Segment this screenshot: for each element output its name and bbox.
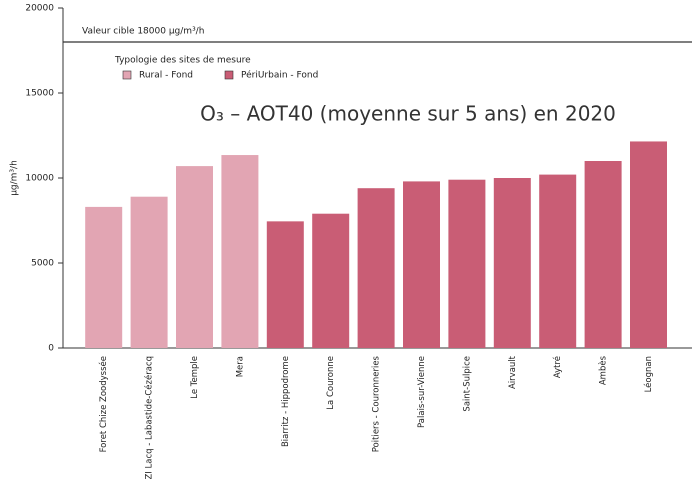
y-tick-label: 10000 — [25, 174, 54, 184]
legend-swatch — [122, 70, 132, 80]
legend-swatch — [224, 70, 234, 80]
x-tick-label: Ambès — [598, 355, 609, 385]
legend-label: PériUrbain - Fond — [241, 70, 318, 81]
x-tick-label: La Couronne — [326, 356, 336, 410]
bar — [493, 178, 531, 348]
x-tick-label: Foret Chize Zoodyssée — [98, 356, 109, 452]
x-tick-label: Léognan — [643, 356, 654, 392]
bar — [539, 174, 577, 348]
legend-title: Typologie des sites de mesure — [114, 56, 251, 66]
bar — [584, 161, 622, 348]
x-tick-label: Aytré — [552, 356, 563, 378]
bar — [85, 206, 123, 348]
bar — [403, 181, 440, 348]
y-tick-label: 0 — [48, 344, 54, 354]
bar — [448, 179, 486, 348]
y-tick-label: 20000 — [25, 4, 54, 14]
legend-label: Rural - Fond — [139, 71, 193, 81]
x-tick-label: Palais-sur-Vienne — [417, 356, 427, 428]
x-tick-label: Le Temple — [190, 356, 200, 399]
bar — [176, 166, 213, 348]
x-tick-label: Airvault — [508, 355, 518, 389]
reference-label: Valeur cible 18000 µg/m³/h — [82, 27, 204, 37]
x-tick-label: Poitiers - Couronneries — [372, 355, 382, 452]
bar — [357, 188, 395, 348]
y-tick-label: 15000 — [25, 89, 54, 99]
bar — [630, 141, 667, 348]
bar — [221, 155, 259, 348]
bar — [312, 213, 350, 348]
x-tick-label: Biarritz - Hippodrome — [281, 356, 291, 447]
chart-title: O₃ – AOT40 (moyenne sur 5 ans) en 2020 — [200, 102, 616, 126]
bar — [266, 221, 304, 348]
x-tick-label: Saint-Sulpice — [462, 356, 472, 412]
x-tick-label: Mera — [235, 356, 245, 377]
bar — [130, 196, 168, 348]
x-tick-label: ZI Lacq - Labastide-Cézéracq — [144, 356, 155, 479]
y-tick-label: 5000 — [31, 259, 54, 269]
y-axis-label: µg/m³/h — [10, 160, 20, 196]
